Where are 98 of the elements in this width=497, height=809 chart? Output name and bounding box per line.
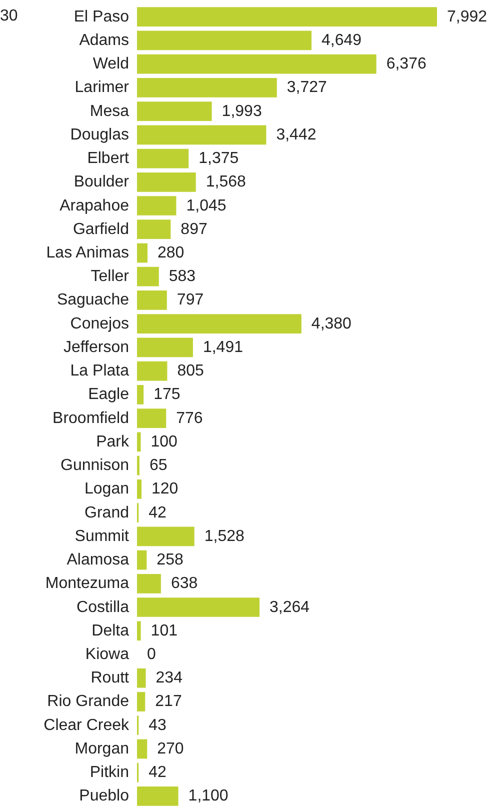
bar xyxy=(137,125,266,145)
y-tick-label: Kiowa xyxy=(85,646,130,663)
data-label: 120 xyxy=(152,480,178,498)
data-label: 234 xyxy=(156,670,183,687)
y-tick-label: Garfield xyxy=(72,220,129,238)
y-tick-label: Jefferson xyxy=(63,338,129,356)
data-label: 3,442 xyxy=(276,126,316,144)
y-tick-label: Broomfield xyxy=(52,410,129,427)
bar xyxy=(137,598,260,617)
bar xyxy=(137,479,142,499)
data-label: 805 xyxy=(177,362,204,380)
data-label: 42 xyxy=(148,504,166,522)
data-label: 1,993 xyxy=(222,102,262,120)
y-tick-label: El Paso xyxy=(74,8,130,26)
y-tick-label: Park xyxy=(96,433,130,450)
data-label: 280 xyxy=(158,244,184,262)
y-tick-label: Pueblo xyxy=(79,788,130,805)
data-label: 797 xyxy=(176,292,204,309)
y-tick-label: Rio Grande xyxy=(47,693,130,710)
data-label: 175 xyxy=(154,386,180,404)
bar xyxy=(137,692,146,712)
bar xyxy=(137,786,178,806)
data-label: 43 xyxy=(148,716,167,734)
bar xyxy=(137,621,141,641)
bar xyxy=(137,314,302,334)
data-label: 42 xyxy=(148,764,166,782)
bar xyxy=(137,739,148,759)
data-label: 1,568 xyxy=(206,174,246,191)
bar xyxy=(137,196,176,216)
bar xyxy=(137,148,189,168)
data-label: 3,264 xyxy=(270,598,310,616)
data-label: 1,100 xyxy=(188,788,228,805)
y-tick-label: Routt xyxy=(90,670,130,687)
bar xyxy=(137,7,437,26)
y-tick-label: Weld xyxy=(92,56,129,73)
y-tick-label: Summit xyxy=(74,528,130,545)
bar xyxy=(137,78,277,98)
y-tick-label: Grand xyxy=(84,504,129,522)
y-tick-label: Boulder xyxy=(74,174,130,191)
data-label: 776 xyxy=(176,410,203,427)
y-tick-label: Eagle xyxy=(88,386,130,404)
data-label: 4,649 xyxy=(322,32,362,49)
bar xyxy=(137,54,376,74)
data-label: 1,528 xyxy=(204,528,244,545)
data-label: 217 xyxy=(155,693,182,710)
y-tick-label: Mesa xyxy=(90,102,130,120)
y-tick-label: Elbert xyxy=(87,150,130,168)
data-label: 65 xyxy=(149,457,168,474)
bar xyxy=(137,243,148,263)
bar xyxy=(137,550,147,570)
y-tick-label: Delta xyxy=(92,622,130,640)
y-tick-label: Teller xyxy=(90,268,130,286)
data-label: 583 xyxy=(168,268,196,286)
bar xyxy=(137,361,168,381)
data-label: 1,375 xyxy=(198,150,239,168)
bar xyxy=(137,526,194,546)
bar xyxy=(137,102,212,121)
bar xyxy=(137,172,196,192)
data-label: 0 xyxy=(147,646,156,663)
data-label: 4,380 xyxy=(311,315,352,332)
data-label: 897 xyxy=(180,220,208,238)
bar xyxy=(137,574,161,594)
data-label: 101 xyxy=(150,622,178,640)
y-tick-label: Costilla xyxy=(76,598,130,616)
y-tick-label: Douglas xyxy=(70,126,129,144)
y-tick-label: Montezuma xyxy=(45,575,130,592)
data-label: 638 xyxy=(170,575,198,592)
y-tick-label: Larimer xyxy=(74,79,130,96)
y-tick-label: Saguache xyxy=(56,292,130,309)
bar xyxy=(137,408,166,428)
y-tick-label: Clear Creek xyxy=(44,716,130,734)
y-tick-label: Adams xyxy=(79,32,129,49)
bar xyxy=(137,220,171,240)
y-tick-label: Gunnison xyxy=(60,457,129,474)
y-tick-label: Logan xyxy=(84,480,129,498)
y-tick-label: Arapahoe xyxy=(60,197,130,214)
bar xyxy=(137,290,167,310)
data-label: 258 xyxy=(156,552,184,569)
y-tick-label: Morgan xyxy=(74,740,129,758)
y-tick-label: Alamosa xyxy=(66,552,130,569)
text: 30 xyxy=(0,8,18,24)
bar xyxy=(137,432,141,452)
bar xyxy=(137,668,146,688)
data-label: 100 xyxy=(150,433,178,450)
data-label: 3,727 xyxy=(286,79,328,96)
bar xyxy=(137,338,193,358)
data-label: 1,045 xyxy=(186,197,226,214)
bar xyxy=(137,385,144,404)
y-tick-label: Conejos xyxy=(70,315,129,332)
data-label: 6,376 xyxy=(386,56,426,73)
y-tick-label: La Plata xyxy=(70,362,130,380)
data-label: 7,992 xyxy=(447,8,488,26)
y-tick-label: Las Animas xyxy=(46,244,129,262)
bar xyxy=(137,266,159,286)
y-tick-label: Pitkin xyxy=(90,764,129,782)
data-label: 270 xyxy=(157,740,184,758)
data-label: 1,491 xyxy=(202,338,244,356)
bar xyxy=(137,30,312,50)
